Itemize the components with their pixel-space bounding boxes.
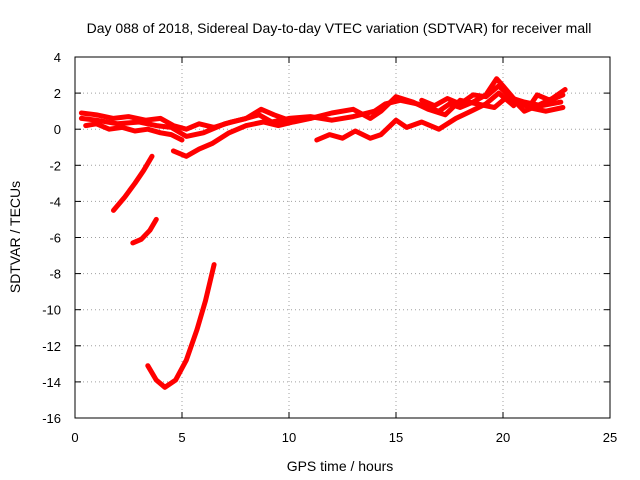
y-tick-label: -12 [42,339,61,354]
chart-title: Day 088 of 2018, Sidereal Day-to-day VTE… [87,20,592,36]
series-line-track-10 [145,262,217,390]
y-tick-label: -4 [49,194,61,209]
series-line-track-4 [314,90,517,143]
series-line-track-7 [526,92,566,110]
series-line-track-1 [78,76,566,139]
series-line-track-6 [419,83,568,114]
x-tick-label: 10 [282,430,296,445]
y-tick-label: 2 [54,86,61,101]
series-line-track-3 [170,115,313,159]
x-tick-label: 25 [603,430,617,445]
x-tick-label: 0 [71,430,78,445]
series-group [78,76,568,390]
y-axis-label: SDTVAR / TECUs [7,181,23,293]
y-tick-label: 0 [54,122,61,137]
series-line-track-9 [130,216,159,246]
x-tick-label: 15 [389,430,403,445]
y-tick-label: 4 [54,50,61,65]
x-axis-label: GPS time / hours [287,458,394,474]
x-tick-label: 5 [178,430,185,445]
series-line-track-5 [83,121,185,143]
y-tick-label: -14 [42,375,61,390]
y-tick-label: -10 [42,303,61,318]
y-tick-label: -8 [49,267,61,282]
series-line-track-8 [111,153,155,213]
x-tick-label: 20 [496,430,510,445]
y-tick-label: -16 [42,411,61,426]
y-tick-label: -6 [49,231,61,246]
y-tick-label: -2 [49,158,61,173]
